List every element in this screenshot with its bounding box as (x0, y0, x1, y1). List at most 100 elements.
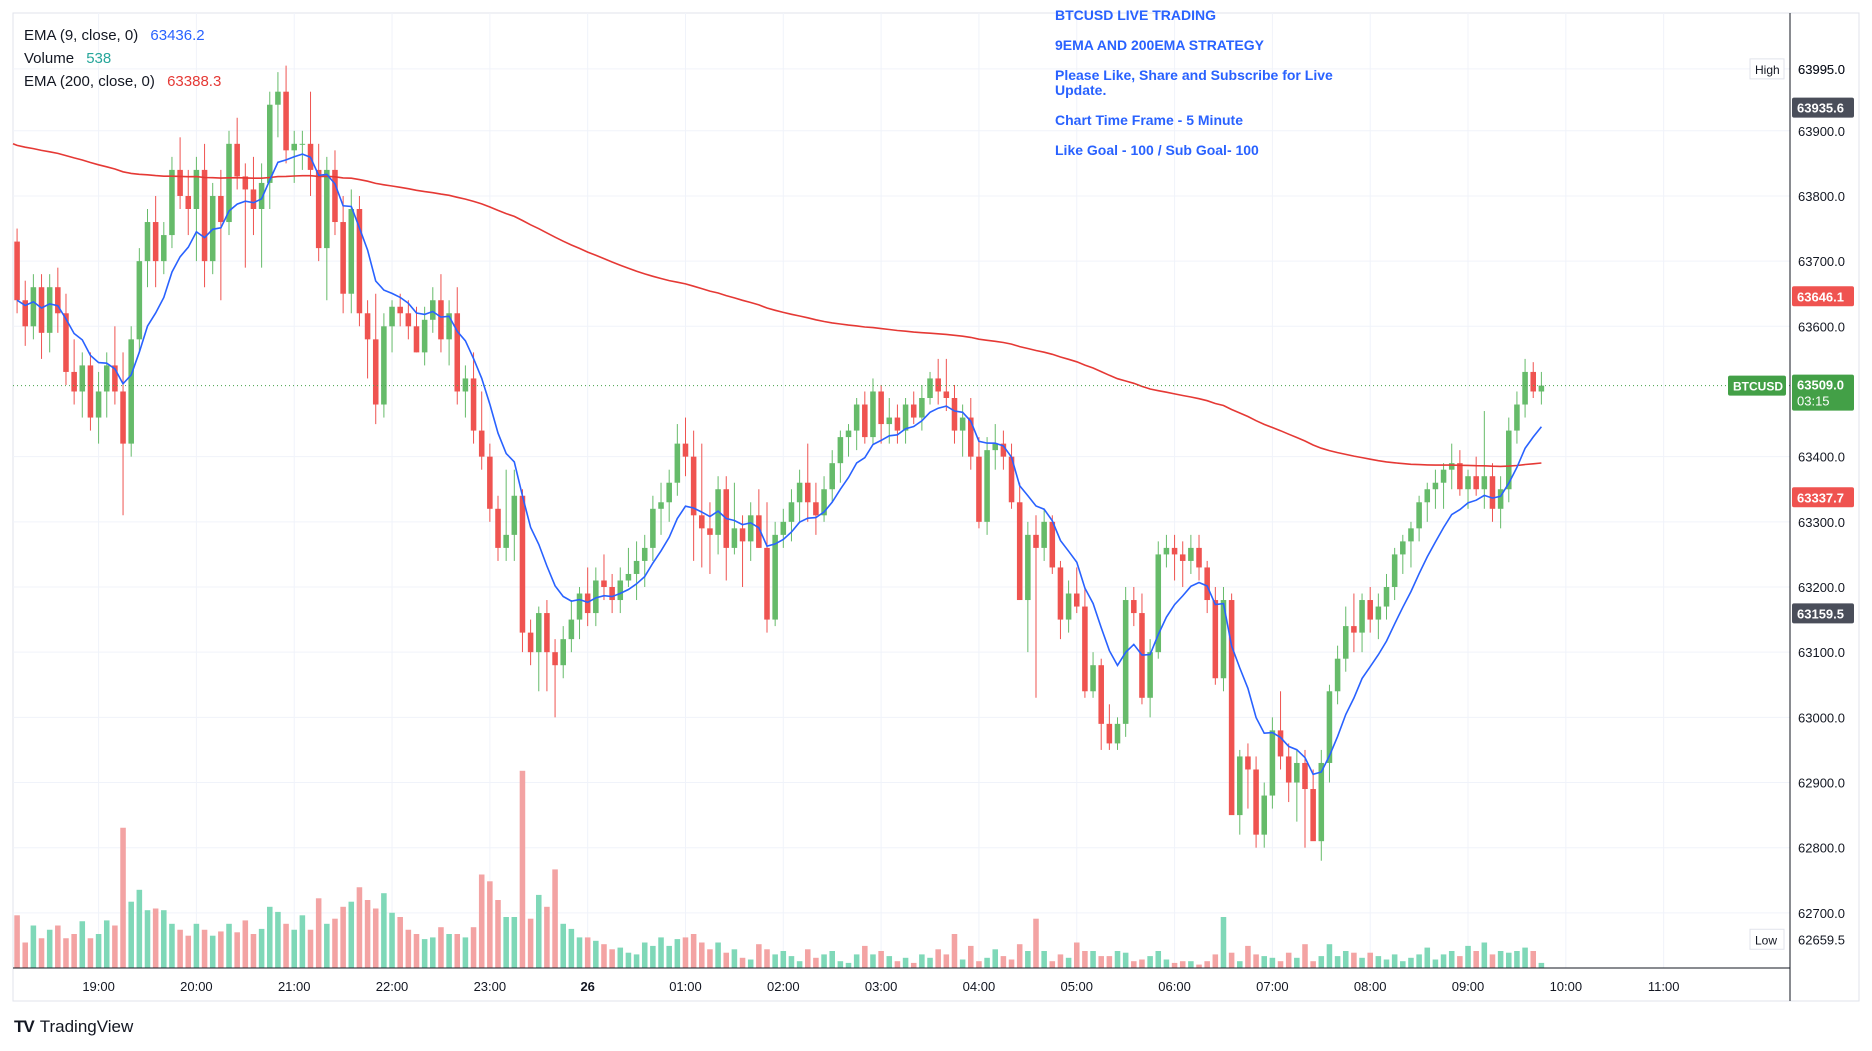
volume-bar (315, 898, 322, 968)
volume-bar (617, 947, 624, 968)
candle-body (103, 365, 110, 392)
volume-bar (666, 945, 672, 968)
volume-bar (55, 925, 61, 968)
price-marker-box (1792, 603, 1854, 624)
candle-body (258, 182, 265, 209)
note-title: BTCUSD LIVE TRADING (1055, 7, 1216, 23)
candle-body (862, 404, 868, 438)
candle-body (324, 169, 330, 249)
volume-bar (968, 945, 974, 968)
candle-body (478, 430, 485, 457)
volume-bar (250, 934, 257, 968)
volume-bar (527, 918, 534, 968)
volume-bar (1506, 952, 1512, 968)
volume-bar (324, 923, 330, 968)
volume-bar (1016, 944, 1023, 968)
candle-body (544, 613, 550, 653)
volume-bar (601, 944, 607, 968)
candle-body (144, 222, 151, 262)
candle-body (976, 456, 982, 522)
candle-body (283, 91, 289, 151)
candle-body (927, 378, 933, 398)
candle-body (739, 528, 746, 542)
volume-bar (1171, 962, 1178, 968)
note-subscribe: Please Like, Share and Subscribe for Liv… (1055, 67, 1333, 98)
candle-body (535, 613, 542, 653)
candle-body (1424, 489, 1431, 503)
candle-body (71, 371, 77, 392)
candle-body (30, 287, 37, 327)
volume-bar (438, 927, 444, 968)
volume-bar (1114, 951, 1121, 968)
candlesticks (14, 65, 1545, 861)
time-tick-label: 11:00 (1648, 979, 1680, 994)
volume-bar (372, 908, 379, 968)
volume-bar (1106, 956, 1113, 968)
volume-bar (1188, 961, 1194, 968)
volume-bar (951, 934, 958, 968)
candle-body (1457, 463, 1463, 490)
candle-body (1065, 593, 1072, 620)
candle-body (250, 189, 257, 209)
candle-body (161, 235, 167, 262)
candle-body (1049, 521, 1056, 568)
volume-bar (788, 956, 795, 968)
candle-body (1277, 730, 1284, 757)
volume-bar (862, 945, 868, 968)
candle-body (1196, 547, 1202, 568)
candle-body (1432, 482, 1439, 490)
candle-body (813, 502, 819, 516)
price-tag-label: Low (1755, 933, 1777, 947)
candle-body (1237, 756, 1243, 816)
candle-body (193, 169, 200, 209)
volume-bar (487, 881, 493, 968)
candle-body (894, 417, 901, 431)
price-marker-value: 63159.5 (1797, 606, 1844, 621)
volume-bar (535, 894, 542, 968)
legend-ema9[interactable]: EMA (9, close, 0) 63436.2 (24, 24, 221, 47)
candle-body (63, 313, 69, 372)
volume-bar (79, 921, 86, 968)
volume-bar (1000, 956, 1007, 968)
volume-label: Volume (24, 50, 75, 67)
candle-body (821, 489, 827, 516)
candle-body (87, 365, 94, 418)
legend-ema200[interactable]: EMA (200, close, 0) 63388.3 (24, 70, 221, 93)
candle-body (943, 391, 950, 398)
candle-body (1147, 652, 1153, 698)
volume-bar (1025, 951, 1031, 968)
volume-bar (340, 906, 346, 968)
volume-bar (71, 934, 77, 968)
volume-bar (1204, 961, 1210, 968)
volume-bar (1408, 957, 1414, 968)
time-axis[interactable]: 19:00 20:00 21:00 22:00 23:00 26 01:00 02:00 03:… (82, 979, 1679, 994)
candle-body (1171, 547, 1178, 555)
candle-body (984, 450, 990, 522)
candle-body (1530, 371, 1537, 392)
volume-bar (1432, 959, 1439, 968)
candle-body (756, 515, 762, 548)
volume-bar (446, 934, 452, 968)
candle-body (421, 319, 428, 353)
price-tick-label: 63700.0 (1798, 254, 1845, 269)
volume-bar (707, 949, 713, 968)
volume-bar (837, 961, 844, 968)
volume-bar (984, 957, 990, 968)
ema200-line (12, 143, 1542, 468)
volume-bar (772, 954, 778, 968)
candle-body (764, 547, 770, 620)
candle-body (1481, 476, 1488, 490)
candle-body (682, 443, 689, 457)
price-tick-label: 63995.0 (1798, 62, 1845, 77)
indicator-legend: EMA (9, close, 0) 63436.2 Volume 538 EMA… (24, 24, 221, 93)
candle-body (568, 619, 575, 640)
volume-bar (478, 874, 485, 968)
candle-body (1212, 600, 1219, 679)
candle-body (55, 287, 61, 314)
price-axis[interactable]: 63995.0 63900.0 63800.0 63700.0 63600.0 63400… (1798, 62, 1845, 921)
candle-body (218, 195, 224, 223)
time-tick-label: 26 (580, 979, 594, 994)
brand-footer[interactable]: TV TradingView (14, 1017, 133, 1037)
legend-volume[interactable]: Volume 538 (24, 47, 221, 70)
